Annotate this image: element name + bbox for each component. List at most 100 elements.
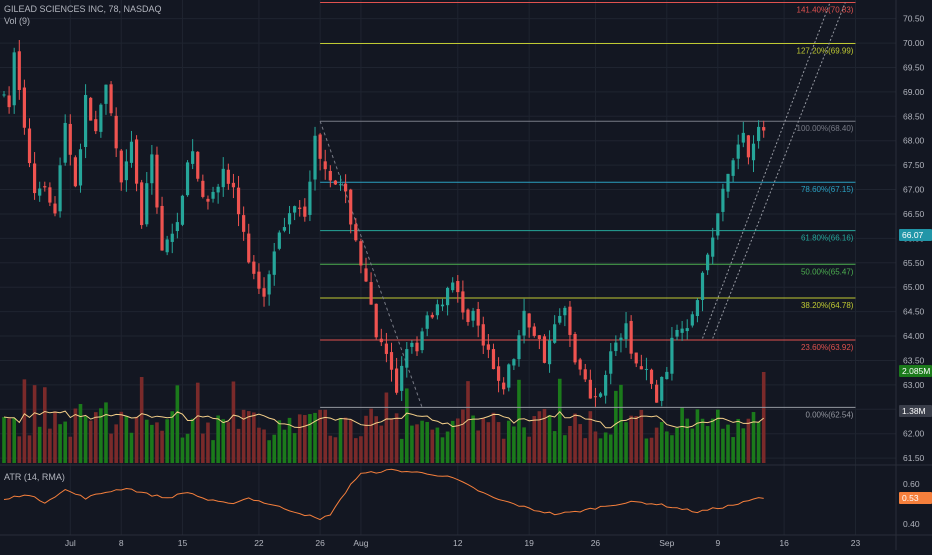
volume-bar (522, 427, 526, 463)
volume-bar (756, 422, 761, 463)
candle-body (522, 310, 526, 336)
candle-body (762, 127, 766, 131)
candle-body (598, 393, 603, 397)
candle-body (435, 304, 439, 316)
volume-bar (649, 437, 654, 463)
volume-bar (491, 412, 496, 463)
symbol-title: GILEAD SCIENCES INC, 78, NASDAQ (4, 4, 162, 14)
candle-body (542, 336, 547, 363)
candle-body (675, 329, 679, 337)
volume-bar (654, 427, 659, 463)
volume-bar (277, 420, 282, 463)
volume-bar (384, 392, 389, 463)
volume-bar (389, 418, 394, 463)
volume-bar (246, 411, 251, 463)
candle-body (609, 351, 613, 374)
candle-body (124, 161, 128, 181)
candle-body (507, 364, 511, 388)
candlesticks (2, 40, 766, 407)
volume-bar (364, 415, 368, 463)
volume-bar (695, 409, 700, 463)
candle-body (293, 206, 297, 213)
time-tick-label: Jul (65, 538, 76, 548)
candle-body (655, 384, 659, 403)
candle-body (53, 203, 57, 214)
price-tick-label: 67.50 (903, 160, 925, 170)
candle-body (741, 132, 745, 143)
candle-body (267, 274, 271, 295)
volume-bar (27, 435, 32, 463)
volume-bar (517, 379, 521, 463)
candle-body (145, 183, 149, 225)
fib-level-label: 78.60%(67.15) (801, 185, 854, 194)
candle-body (639, 366, 643, 370)
candle-body (206, 198, 210, 202)
candle-body (726, 173, 730, 192)
volume-bar (303, 415, 307, 463)
volume-bar (593, 431, 598, 463)
candle-body (328, 170, 332, 181)
volume-bar (430, 429, 435, 463)
time-axis[interactable]: Jul 8 15 22 26 Aug 12 19 26 Sep 9 16 23 (65, 538, 861, 548)
volume-bar (73, 408, 78, 463)
volume-bar (7, 418, 11, 463)
candle-body (731, 160, 735, 176)
candle-body (670, 337, 674, 374)
candle-body (374, 303, 378, 338)
candle-body (48, 187, 52, 203)
volume-bar (680, 407, 684, 463)
volume-bar (450, 420, 455, 463)
trend-channel[interactable] (702, 2, 846, 339)
candle-body (394, 368, 399, 393)
candle-body (389, 352, 394, 370)
candle-body (73, 157, 77, 187)
volume-bar (78, 404, 83, 463)
volume-bar (37, 426, 42, 463)
candle-body (32, 163, 37, 194)
price-tick-label: 68.50 (903, 111, 925, 121)
volume-bar (190, 418, 195, 463)
candle-body (129, 141, 134, 163)
price-tick-label: 65.00 (903, 282, 925, 292)
volume-bar (144, 419, 149, 463)
volume-bar (338, 417, 343, 463)
volume-bar (139, 377, 144, 463)
candle-body (614, 342, 618, 352)
volume-bar (624, 422, 628, 463)
volume-bar (241, 409, 246, 463)
candle-body (547, 340, 552, 365)
volume-bar (496, 422, 501, 463)
volume-bar (333, 437, 338, 463)
volume-indicator-label: Vol (9) (4, 16, 31, 26)
candle-body (119, 150, 123, 183)
candle-body (517, 335, 521, 360)
volume-bar (634, 416, 639, 463)
volume-bar (583, 438, 588, 463)
volume-bar (201, 433, 205, 463)
candle-body (471, 310, 475, 321)
fib-level-label: 0.00%(62.54) (805, 410, 853, 419)
volume-bar (282, 429, 287, 463)
volume-bar (2, 417, 6, 463)
volume-bar (88, 420, 93, 463)
candle-body (537, 335, 541, 339)
candle-body (573, 334, 577, 363)
candle-body (451, 282, 455, 291)
candle-body (593, 396, 598, 398)
volume-bar (563, 435, 567, 463)
channel-line-lower[interactable] (712, 2, 846, 339)
volume-bar (160, 430, 164, 463)
volume-bar (165, 419, 169, 463)
volume-bar (415, 424, 419, 463)
volume-bar (109, 433, 113, 463)
candle-body (757, 126, 761, 142)
volume-bar (379, 425, 384, 463)
price-tick-label: 62.00 (903, 429, 925, 439)
candle-body (89, 97, 93, 121)
volume-bar (185, 433, 190, 463)
fib-trend-line[interactable] (319, 121, 423, 408)
candle-body (364, 268, 368, 282)
fibonacci-retracement[interactable]: 141.40%(70.83) 127.20%(69.99) 100.00%(68.4… (319, 2, 856, 420)
volume-bar (313, 412, 317, 463)
